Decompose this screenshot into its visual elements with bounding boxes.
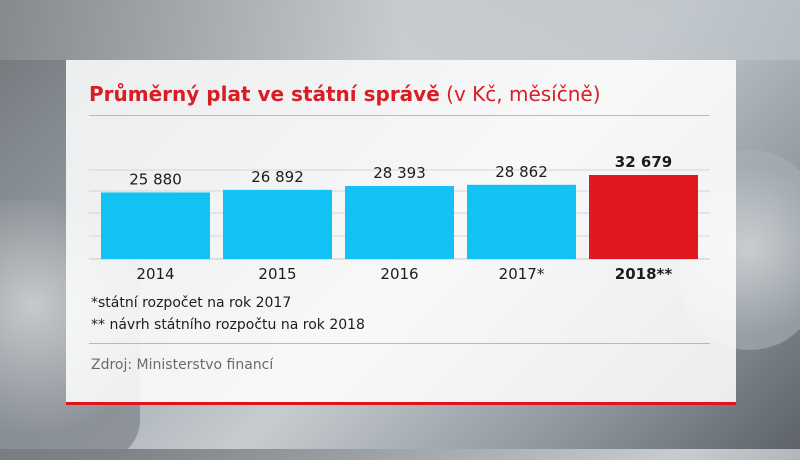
- source-text: Zdroj: Ministerstvo financí: [91, 357, 274, 373]
- bar-2017: [467, 184, 576, 259]
- footnotes: *státní rozpočet na rok 2017 ** návrh st…: [91, 292, 365, 336]
- chart-title: Průměrný plat ve státní správě (v Kč, mě…: [89, 82, 601, 106]
- chart-title-main: Průměrný plat ve státní správě: [89, 82, 440, 106]
- x-tick-label: 2018**: [615, 265, 673, 283]
- value-label: 28 862: [495, 163, 548, 181]
- bar-chart: 25 880 2014 26 892 2015 28 393 2016 28 862 2017…: [89, 153, 710, 283]
- bar-2018: [589, 175, 698, 259]
- value-label: 32 679: [615, 153, 672, 171]
- bar-2014: [101, 192, 210, 259]
- bar-2015: [223, 189, 332, 259]
- source-divider: [89, 343, 710, 344]
- x-tick-label: 2014: [136, 265, 174, 283]
- x-tick-label: 2016: [380, 265, 418, 283]
- footnote-2017: *státní rozpočet na rok 2017: [91, 295, 292, 311]
- x-tick-label: 2015: [258, 265, 296, 283]
- value-label: 25 880: [129, 170, 182, 188]
- chart-card: Průměrný plat ve státní správě (v Kč, mě…: [66, 60, 736, 405]
- x-tick-label: 2017*: [499, 265, 545, 283]
- chart-title-unit: (v Kč, měsíčně): [446, 82, 601, 106]
- title-divider: [89, 115, 710, 116]
- value-label: 26 892: [251, 168, 304, 186]
- bar-2016: [345, 186, 454, 259]
- background-top: [0, 0, 800, 60]
- footnote-2018: ** návrh státního rozpočtu na rok 2018: [91, 317, 365, 333]
- value-label: 28 393: [373, 164, 426, 182]
